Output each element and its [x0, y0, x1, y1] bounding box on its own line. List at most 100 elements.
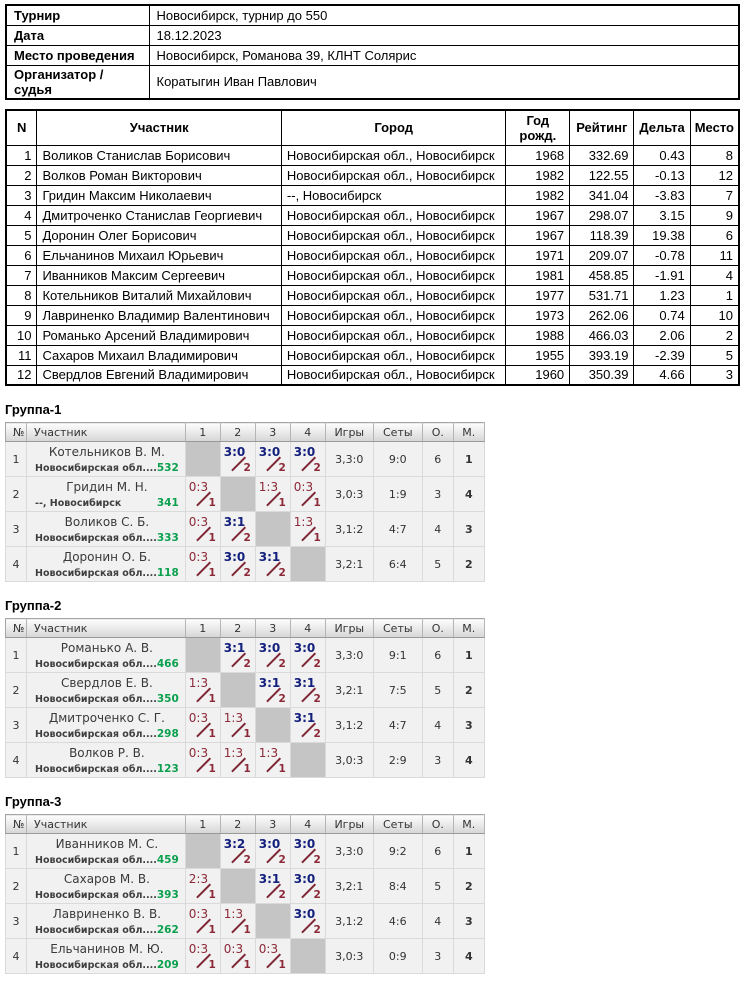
group-sets: 2:9	[372, 742, 423, 778]
participants-header-row: N Участник Город Год рожд. Рейтинг Дельта Мест…	[5, 109, 740, 146]
match-score-cell: 0:3 1	[184, 742, 221, 778]
match-score: 3:0	[293, 872, 316, 886]
match-points: 2	[243, 462, 251, 474]
group-participant-name: Гридин М. Н.	[66, 480, 148, 494]
group-participant-rating: 118	[156, 567, 179, 579]
group-participant-cell: Сахаров М. В. Новосибирская обл.... 393	[26, 868, 186, 904]
participant-row: 7 Иванников Максим Сергеевич Новосибирская…	[5, 264, 740, 286]
group-block-2: Группа-2 № Участник 1 2 3 4 Игры Сеты О. М. 1 Романь…	[5, 598, 740, 778]
match-points: 1	[208, 532, 216, 544]
group-games: 3,2:1	[324, 672, 374, 708]
group-row-number: 3	[5, 511, 27, 547]
participant-city: Новосибирская обл., Новосибирск	[280, 364, 507, 386]
match-score-cell: 3:0 2	[254, 833, 291, 869]
match-score: 3:1	[293, 711, 316, 725]
group-col-place: М.	[453, 814, 485, 834]
group-col-points: О.	[422, 618, 454, 638]
group-col-1: 1	[185, 814, 221, 834]
group-block-3: Группа-3 № Участник 1 2 3 4 Игры Сеты О. М. 1 Иванни…	[5, 794, 740, 974]
participants-header: N Участник Город Год рожд. Рейтинг Дельта Мест…	[5, 109, 740, 146]
final-place: 7	[689, 184, 740, 206]
group-participant-region: Новосибирская обл....	[35, 659, 157, 670]
group-row: 4 Ельчанинов М. Ю. Новосибирская обл.... 20…	[5, 938, 485, 974]
match-points: 1	[243, 959, 251, 971]
group-participant-rating: 262	[156, 924, 179, 936]
group-place: 1	[452, 441, 485, 477]
group-sets: 0:9	[372, 938, 423, 974]
group-games: 3,1:2	[324, 707, 374, 743]
group-participant-cell: Волков Р. В. Новосибирская обл.... 123	[26, 742, 186, 778]
group-points: 4	[421, 903, 454, 939]
info-value: Новосибирск, Романова 39, КЛНТ Солярис	[148, 44, 740, 66]
info-label: Турнир	[5, 4, 150, 26]
group-participant-cell: Ельчанинов М. Ю. Новосибирская обл.... 209	[26, 938, 186, 974]
self-match-cell	[184, 637, 221, 673]
match-score-cell: 1:3 1	[219, 742, 256, 778]
participant-city: --, Новосибирск	[280, 184, 507, 206]
group-sets: 8:4	[372, 868, 423, 904]
final-place: 4	[689, 264, 740, 286]
match-score: 3:0	[258, 445, 281, 459]
match-score: 3:0	[223, 550, 246, 564]
row-number: 7	[5, 264, 38, 286]
match-score: 1:3	[223, 907, 244, 921]
final-place: 8	[689, 144, 740, 166]
participants-column-header: N	[5, 109, 38, 146]
group-row-number: 3	[5, 903, 27, 939]
participant-name: Свердлов Евгений Владимирович	[36, 364, 282, 386]
delta: -0.78	[633, 244, 691, 266]
rating: 466.03	[569, 324, 635, 346]
group-header-row: № Участник 1 2 3 4 Игры Сеты О. М.	[5, 422, 485, 442]
match-points: 1	[278, 763, 286, 775]
match-score: 3:1	[258, 676, 281, 690]
participant-city: Новосибирская обл., Новосибирск	[280, 244, 507, 266]
row-number: 10	[5, 324, 38, 346]
final-place: 3	[689, 364, 740, 386]
group-participant-rating: 459	[156, 854, 179, 866]
self-match-cell	[254, 511, 291, 547]
group-row: 3 Дмитроченко С. Г. Новосибирская обл.... 2…	[5, 707, 485, 743]
group-points: 5	[421, 546, 454, 582]
birth-year: 1982	[505, 184, 571, 206]
info-value: 18.12.2023	[148, 24, 740, 46]
match-score-cell: 0:3 1	[289, 476, 326, 512]
match-score: 3:0	[258, 641, 281, 655]
match-score-cell: 3:1 2	[254, 672, 291, 708]
participants-column-header: Город	[280, 109, 507, 146]
group-sets: 4:7	[372, 707, 423, 743]
match-points: 1	[243, 763, 251, 775]
match-score: 0:3	[188, 515, 209, 529]
info-label: Дата	[5, 24, 150, 46]
participant-name: Гридин Максим Николаевич	[36, 184, 282, 206]
match-score: 0:3	[188, 480, 209, 494]
birth-year: 1967	[505, 204, 571, 226]
participant-row: 2 Волков Роман Викторович Новосибирская об…	[5, 164, 740, 186]
match-points: 1	[243, 924, 251, 936]
match-score-cell: 3:1 2	[289, 672, 326, 708]
match-points: 1	[313, 532, 321, 544]
group-points: 5	[421, 868, 454, 904]
participant-name: Иванников Максим Сергеевич	[36, 264, 282, 286]
group-sets: 7:5	[372, 672, 423, 708]
birth-year: 1955	[505, 344, 571, 366]
rating: 341.04	[569, 184, 635, 206]
group-participant-cell: Котельников В. М. Новосибирская обл.... 53…	[26, 441, 186, 477]
groups-section: Группа-1 № Участник 1 2 3 4 Игры Сеты О. М. 1 Котель…	[5, 402, 740, 974]
birth-year: 1967	[505, 224, 571, 246]
match-points: 1	[243, 728, 251, 740]
group-games: 3,0:3	[324, 742, 374, 778]
match-points: 2	[278, 658, 286, 670]
row-number: 9	[5, 304, 38, 326]
birth-year: 1973	[505, 304, 571, 326]
group-row: 2 Сахаров М. В. Новосибирская обл.... 393 2:…	[5, 868, 485, 904]
row-number: 3	[5, 184, 38, 206]
match-score-cell: 3:0 2	[254, 637, 291, 673]
row-number: 2	[5, 164, 38, 186]
group-col-2: 2	[220, 814, 256, 834]
match-score-cell: 3:1 2	[219, 511, 256, 547]
delta: -0.13	[633, 164, 691, 186]
group-participant-rating: 350	[156, 693, 179, 705]
group-participant-region: Новосибирская обл....	[35, 890, 157, 901]
participant-name: Романько Арсений Владимирович	[36, 324, 282, 346]
group-participant-name: Лавриненко В. В.	[52, 907, 162, 921]
